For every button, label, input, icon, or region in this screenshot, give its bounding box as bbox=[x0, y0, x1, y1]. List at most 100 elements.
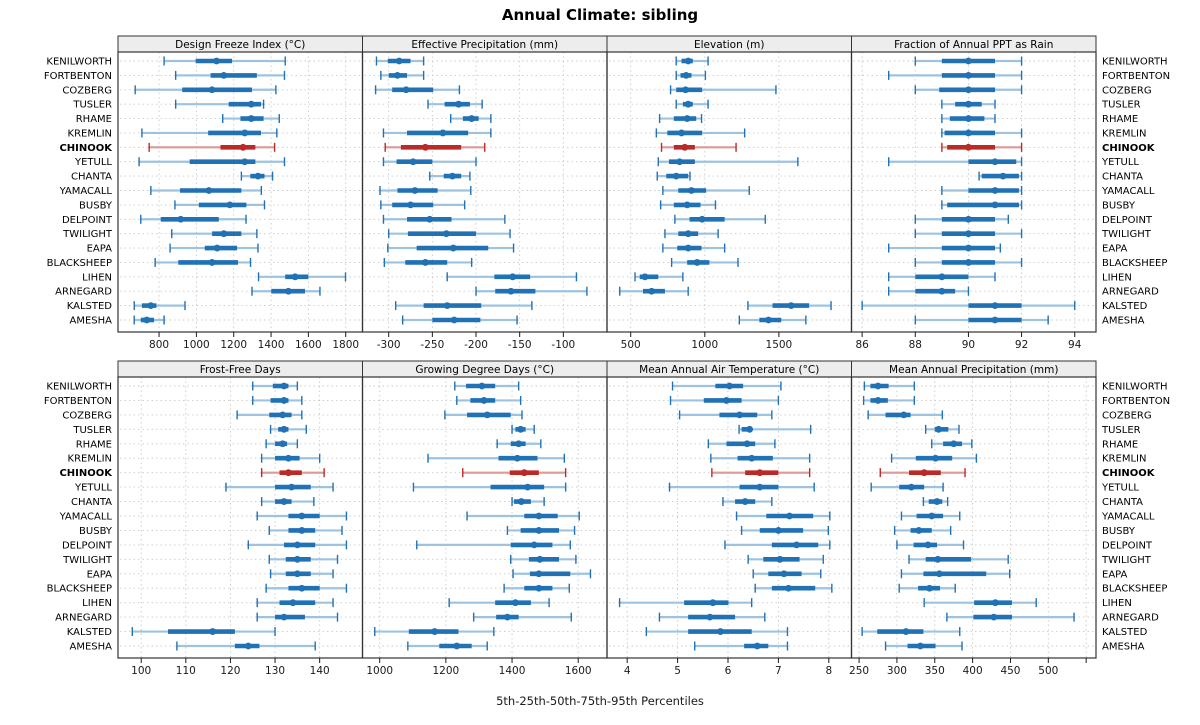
station-label-right-amesha: AMESHA bbox=[1102, 316, 1145, 327]
percentile-row-mean-annual-air-temperature-busby bbox=[740, 525, 830, 535]
station-label-left-blacksheep: BLACKSHEEP bbox=[47, 258, 112, 269]
median-dot bbox=[780, 570, 788, 578]
median-dot bbox=[293, 541, 301, 549]
median-dot bbox=[442, 230, 450, 238]
percentile-row-elevation-twilight bbox=[664, 229, 719, 239]
station-label-right-eapa: EAPA bbox=[1102, 244, 1128, 255]
median-dot bbox=[672, 172, 680, 180]
station-label-left-kenilworth: KENILWORTH bbox=[46, 382, 112, 393]
median-dot bbox=[743, 440, 751, 448]
percentile-row-mean-annual-air-temperature-amesha bbox=[694, 641, 789, 651]
median-dot bbox=[748, 454, 756, 462]
percentile-row-growing-degree-days-blacksheep bbox=[503, 583, 570, 593]
percentile-row-fraction-ppt-as-rain-cozberg bbox=[914, 85, 1023, 95]
station-label-left-arnegard: ARNEGARD bbox=[55, 287, 112, 298]
median-dot bbox=[244, 642, 252, 650]
percentile-row-frost-free-days-yetull bbox=[225, 482, 334, 492]
station-label-left-cozberg: COZBERG bbox=[62, 85, 112, 96]
percentile-row-fraction-ppt-as-rain-chanta bbox=[978, 171, 1023, 181]
x-axis-tick-label: 120 bbox=[220, 665, 240, 677]
median-dot bbox=[965, 215, 972, 223]
median-dot bbox=[765, 316, 772, 324]
percentile-row-frost-free-days-rhame bbox=[265, 439, 299, 449]
median-dot bbox=[298, 512, 306, 520]
percentile-row-elevation-blacksheep bbox=[670, 257, 739, 267]
station-label-right-fortbenton: FORTBENTON bbox=[1102, 396, 1170, 407]
x-axis-tick-label: 1000 bbox=[183, 339, 210, 351]
median-dot bbox=[291, 273, 299, 281]
percentile-row-fraction-ppt-as-rain-yetull bbox=[888, 157, 1023, 167]
percentile-row-mean-annual-precipitation-cozberg bbox=[867, 410, 944, 420]
percentile-row-fraction-ppt-as-rain-kenilworth bbox=[914, 56, 1023, 66]
percentile-row-elevation-yetull bbox=[657, 157, 799, 167]
station-label-left-chanta: CHANTA bbox=[71, 172, 112, 183]
x-axis-tick-label: 4 bbox=[624, 665, 631, 677]
median-dot bbox=[753, 642, 761, 650]
median-dot bbox=[920, 469, 928, 477]
median-dot bbox=[785, 584, 792, 592]
station-label-left-kalsted: KALSTED bbox=[67, 627, 113, 638]
median-dot bbox=[776, 555, 784, 563]
x-axis-tick-label: 250 bbox=[849, 665, 869, 677]
percentile-row-fraction-ppt-as-rain-delpoint bbox=[914, 214, 1009, 224]
percentile-row-frost-free-days-chanta bbox=[260, 497, 315, 507]
percentile-row-growing-degree-days-twilight bbox=[510, 554, 577, 564]
percentile-row-mean-annual-air-temperature-tusler bbox=[738, 424, 812, 434]
station-label-left-delpoint: DELPOINT bbox=[62, 215, 113, 226]
x-axis-tick-label: 800 bbox=[149, 339, 169, 351]
median-dot bbox=[147, 302, 155, 310]
median-dot bbox=[535, 527, 543, 534]
station-label-right-blacksheep: BLACKSHEEP bbox=[1102, 258, 1167, 269]
median-dot bbox=[900, 411, 908, 419]
median-dot bbox=[756, 483, 764, 491]
percentile-row-elevation-yamacall bbox=[662, 186, 750, 195]
median-dot bbox=[924, 541, 932, 549]
percentile-row-fraction-ppt-as-rain-yamacall bbox=[941, 186, 1023, 195]
percentile-row-growing-degree-days-kremlin bbox=[427, 453, 566, 463]
percentile-row-mean-annual-precipitation-fortbenton bbox=[862, 395, 916, 405]
percentile-row-growing-degree-days-kalsted bbox=[374, 627, 495, 637]
x-axis-tick-label: 5 bbox=[674, 665, 681, 677]
station-label-right-blacksheep: BLACKSHEEP bbox=[1102, 584, 1167, 595]
percentile-row-fraction-ppt-as-rain-lihen bbox=[888, 272, 996, 282]
percentile-row-design-freeze-index-amesha bbox=[133, 315, 165, 325]
x-axis-tick-label: 1000 bbox=[366, 665, 393, 677]
median-dot bbox=[241, 129, 249, 137]
median-dot bbox=[965, 115, 972, 122]
median-dot bbox=[279, 411, 287, 419]
percentile-row-effective-precipitation-tusler bbox=[427, 99, 483, 109]
station-label-left-tusler: TUSLER bbox=[72, 100, 112, 111]
median-dot bbox=[717, 628, 724, 635]
station-label-left-busby: BUSBY bbox=[79, 200, 113, 211]
percentile-row-frost-free-days-cozberg bbox=[236, 410, 303, 420]
station-label-right-lihen: LIHEN bbox=[1102, 272, 1132, 283]
percentile-row-frost-free-days-chinook bbox=[260, 468, 325, 478]
chart-title: Annual Climate: sibling bbox=[501, 6, 699, 24]
percentile-row-design-freeze-index-kenilworth bbox=[163, 56, 286, 66]
percentile-row-frost-free-days-kenilworth bbox=[252, 381, 299, 391]
station-label-left-chanta: CHANTA bbox=[71, 497, 112, 508]
percentile-row-mean-annual-precipitation-busby bbox=[893, 525, 952, 535]
station-label-right-tusler: TUSLER bbox=[1101, 425, 1141, 436]
station-label-left-yamacall: YAMACALL bbox=[59, 512, 113, 523]
percentile-row-effective-precipitation-lihen bbox=[446, 272, 578, 282]
station-label-left-eapa: EAPA bbox=[87, 244, 113, 255]
x-axis-tick-label: 130 bbox=[265, 665, 285, 677]
median-dot bbox=[991, 201, 999, 209]
station-label-right-lihen: LIHEN bbox=[1102, 598, 1132, 609]
station-label-right-cozberg: COZBERG bbox=[1102, 85, 1152, 96]
station-label-left-lihen: LIHEN bbox=[82, 272, 112, 283]
percentile-row-growing-degree-days-eapa bbox=[512, 569, 592, 579]
median-dot bbox=[999, 172, 1007, 180]
median-dot bbox=[468, 115, 476, 122]
percentile-row-mean-annual-precipitation-kremlin bbox=[890, 453, 978, 463]
station-label-left-rhame: RHAME bbox=[76, 114, 112, 125]
median-dot bbox=[965, 259, 972, 266]
percentile-caption: 5th-25th-50th-75th-95th Percentiles bbox=[496, 694, 704, 708]
median-dot bbox=[950, 440, 958, 448]
median-dot bbox=[928, 512, 936, 520]
station-label-right-chanta: CHANTA bbox=[1102, 172, 1143, 183]
percentile-row-mean-annual-air-temperature-eapa bbox=[752, 569, 822, 579]
median-dot bbox=[453, 642, 461, 650]
median-dot bbox=[935, 425, 942, 433]
